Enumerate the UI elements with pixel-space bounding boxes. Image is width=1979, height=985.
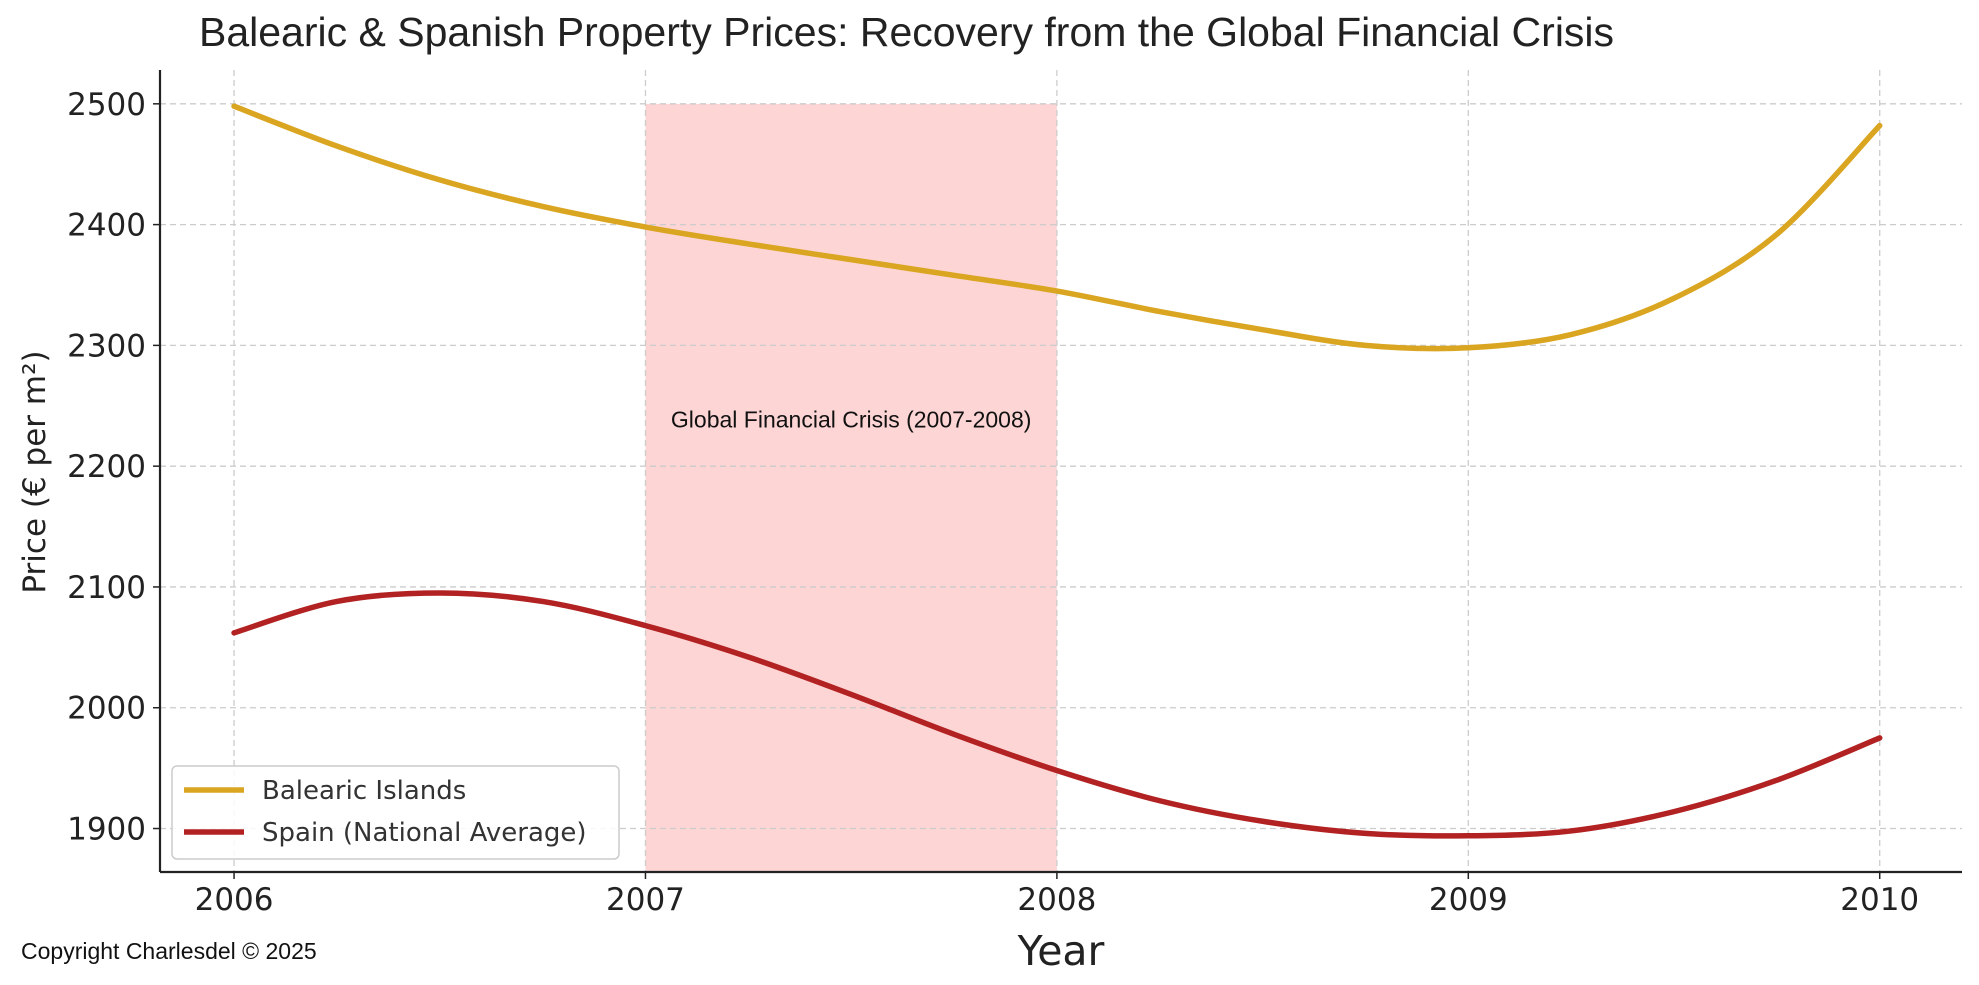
x-tick-label: 2008 [1017,882,1096,918]
x-tick-label: 2009 [1429,882,1508,918]
copyright-footer: Copyright Charlesdel © 2025 [21,938,317,964]
y-tick-label: 1900 [67,812,146,848]
crisis-annotation-label: Global Financial Crisis (2007-2008) [671,407,1032,433]
y-tick-label: 2400 [67,208,146,244]
y-tick-label: 2100 [67,570,146,606]
x-tick-label: 2006 [195,882,274,918]
y-tick-label: 2000 [67,691,146,727]
chart-title: Balearic & Spanish Property Prices: Reco… [199,9,1614,55]
x-tick-label: 2010 [1840,882,1919,918]
y-tick-label: 2200 [67,449,146,485]
x-axis-label: Year [1017,927,1105,975]
y-axis-label: Price (€ per m²) [17,350,53,593]
y-tick-label: 2300 [67,328,146,364]
legend-label: Balearic Islands [262,776,466,806]
y-tick-label: 2500 [67,87,146,123]
legend-label: Spain (National Average) [262,818,587,848]
x-tick-label: 2007 [606,882,685,918]
series-line-spain-national-average [231,590,1883,839]
series-line-balearic-islands [231,103,1883,352]
crisis-shaded-region [645,103,1057,872]
legend-box [171,765,620,860]
